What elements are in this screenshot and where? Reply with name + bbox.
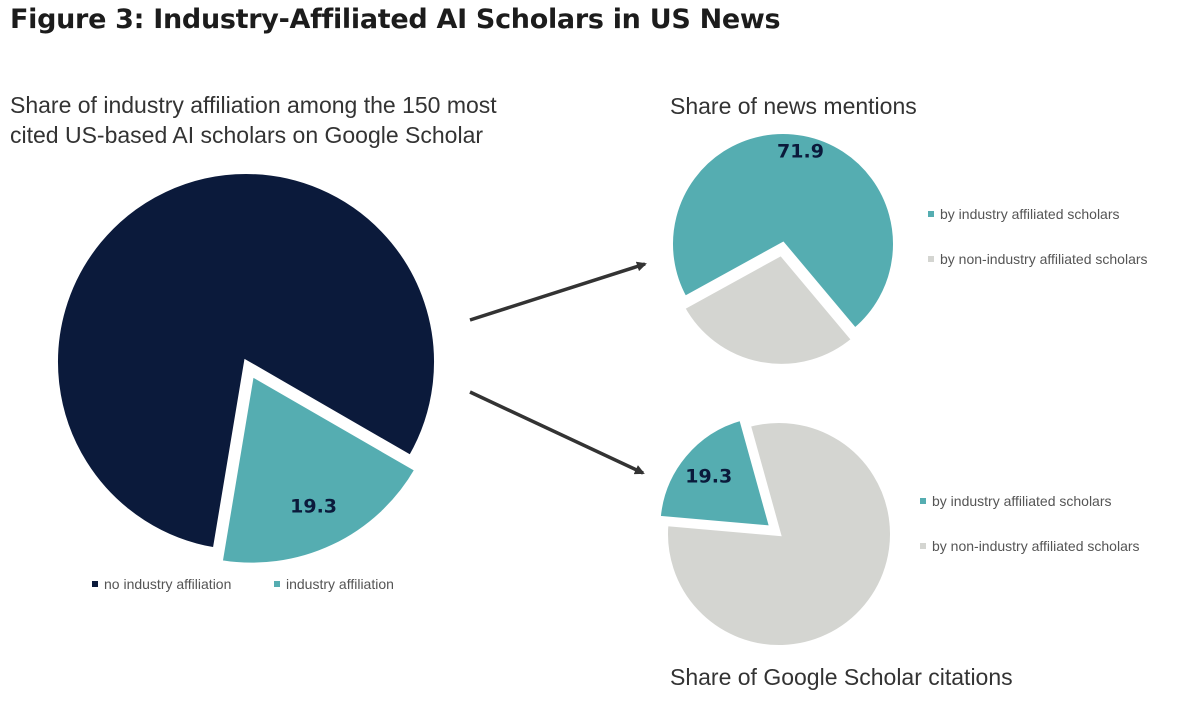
- legend-label: no industry affiliation: [104, 576, 232, 592]
- citations-pie: 19.3: [656, 416, 894, 649]
- legend-news-non-industry: by non-industry affiliated scholars: [928, 251, 1148, 267]
- pie-slice-by-industry-affiliated-scholars: [656, 416, 775, 530]
- legend-label: by non-industry affiliated scholars: [940, 251, 1148, 267]
- pie-slice-by-industry-affiliated-scholars: [669, 130, 897, 333]
- legend-no-industry: no industry affiliation: [92, 576, 231, 592]
- pie-slice-by-non-industry-affiliated-scholars: [680, 251, 856, 368]
- pie-slice-industry-affiliation: [218, 371, 420, 567]
- legend-cit-industry: by industry affiliated scholars: [920, 493, 1112, 509]
- legend-swatch: [274, 581, 280, 587]
- legend-swatch: [928, 256, 934, 262]
- pie-slice-no-industry-affiliation: [54, 170, 438, 552]
- legend-news-industry: by industry affiliated scholars: [928, 206, 1120, 222]
- legend-label: industry affiliation: [286, 576, 394, 592]
- citations-pie-title: Share of Google Scholar citations: [670, 664, 1013, 690]
- pie-data-label: 71.9: [777, 140, 824, 162]
- news-mentions-pie: 71.9: [669, 130, 897, 368]
- legend-swatch: [92, 581, 98, 587]
- main-pie: 19.3: [54, 170, 438, 567]
- legend-swatch: [920, 498, 926, 504]
- main-pie-title: Share of industry affiliation among the …: [10, 92, 497, 148]
- news-pie-title: Share of news mentions: [670, 93, 917, 119]
- legend-swatch: [928, 211, 934, 217]
- pie-data-label: 19.3: [290, 495, 337, 517]
- pie-data-label: 19.3: [685, 466, 732, 488]
- legend-label: by non-industry affiliated scholars: [932, 538, 1140, 554]
- legend-swatch: [920, 543, 926, 549]
- legend-industry: industry affiliation: [274, 576, 394, 592]
- figure-title: Figure 3: Industry-Affiliated AI Scholar…: [10, 4, 781, 35]
- legend-label: by industry affiliated scholars: [932, 493, 1112, 509]
- arrow-to-citations-pie: [469, 390, 645, 475]
- legend-label: by industry affiliated scholars: [940, 206, 1120, 222]
- arrow-to-news-pie: [469, 261, 647, 322]
- legend-cit-non-industry: by non-industry affiliated scholars: [920, 538, 1140, 554]
- pie-slice-by-non-industry-affiliated-scholars: [664, 419, 894, 649]
